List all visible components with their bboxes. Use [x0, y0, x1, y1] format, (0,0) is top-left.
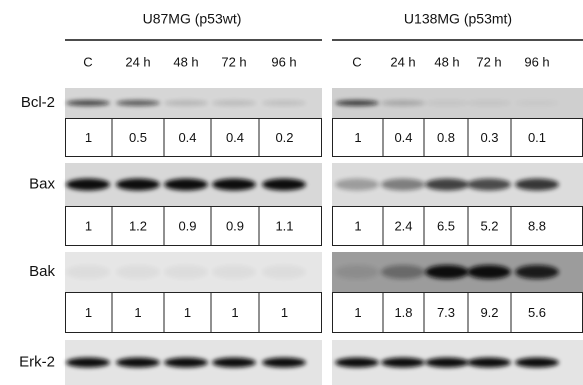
quant-value: 0.8	[437, 130, 455, 145]
quant-value: 1.8	[394, 305, 412, 320]
quant-value: 1	[231, 305, 238, 320]
band	[335, 265, 379, 279]
quant-value: 0.2	[275, 130, 293, 145]
band	[262, 358, 306, 368]
band	[164, 100, 208, 106]
lane-label: 72 h	[221, 54, 246, 69]
quant-value: 1	[85, 218, 92, 233]
band	[467, 179, 511, 191]
lane-label: 48 h	[173, 54, 198, 69]
band	[212, 179, 256, 191]
quant-value: 1	[281, 305, 288, 320]
lane-label: 96 h	[524, 54, 549, 69]
panel-title: U87MG (p53wt)	[143, 11, 242, 27]
band	[164, 179, 208, 191]
band	[467, 100, 511, 106]
band	[116, 179, 160, 191]
band	[262, 100, 306, 106]
quant-value: 6.5	[437, 218, 455, 233]
band	[116, 358, 160, 368]
band	[425, 265, 469, 279]
quant-value: 0.4	[178, 130, 196, 145]
band	[515, 265, 559, 279]
band	[425, 179, 469, 191]
quant-value: 2.4	[394, 218, 412, 233]
row-label: Erk-2	[19, 353, 55, 370]
lane-label: 96 h	[271, 54, 296, 69]
band	[425, 358, 469, 368]
band	[212, 358, 256, 368]
band	[381, 358, 425, 368]
quant-value: 0.4	[226, 130, 244, 145]
band	[262, 265, 306, 279]
lane-label: C	[352, 54, 361, 69]
quant-value: 0.9	[178, 218, 196, 233]
band	[335, 358, 379, 368]
band	[515, 358, 559, 368]
band	[381, 265, 425, 279]
quant-value: 8.8	[528, 218, 546, 233]
band	[212, 100, 256, 106]
band	[66, 100, 110, 106]
lane-label: 24 h	[125, 54, 150, 69]
quant-value: 1	[85, 130, 92, 145]
quant-value: 1.1	[275, 218, 293, 233]
band	[66, 358, 110, 368]
band	[116, 265, 160, 279]
band	[515, 179, 559, 191]
band	[467, 358, 511, 368]
band	[164, 358, 208, 368]
band	[381, 179, 425, 191]
lane-label: 24 h	[390, 54, 415, 69]
quant-value: 1	[354, 305, 361, 320]
quant-value: 1	[354, 218, 361, 233]
band	[335, 100, 379, 106]
quant-value: 0.5	[129, 130, 147, 145]
western-blot-figure: U87MG (p53wt) C 24 h 48 h 72 h 96 h U138MG (p5…	[0, 0, 583, 385]
panel-title: U138MG (p53mt)	[404, 11, 512, 27]
band	[515, 100, 559, 106]
band	[66, 179, 110, 191]
band	[212, 265, 256, 279]
band	[467, 265, 511, 279]
row-label: Bax	[29, 175, 55, 192]
band	[381, 100, 425, 106]
quant-value: 0.3	[480, 130, 498, 145]
quant-value: 0.9	[226, 218, 244, 233]
lane-label: 48 h	[434, 54, 459, 69]
band	[262, 179, 306, 191]
band	[116, 100, 160, 106]
row-label: Bcl-2	[21, 94, 55, 111]
lane-label: 72 h	[476, 54, 501, 69]
quant-value: 1	[134, 305, 141, 320]
quant-value: 1	[354, 130, 361, 145]
quant-value: 0.1	[528, 130, 546, 145]
band	[335, 179, 379, 191]
quant-value: 0.4	[394, 130, 412, 145]
quant-value: 9.2	[480, 305, 498, 320]
band	[425, 100, 469, 106]
quant-value: 7.3	[437, 305, 455, 320]
quant-value: 5.6	[528, 305, 546, 320]
quant-value: 1	[184, 305, 191, 320]
quant-value: 1	[85, 305, 92, 320]
row-label: Bak	[29, 263, 55, 280]
lane-label: C	[83, 54, 92, 69]
band	[164, 265, 208, 279]
band	[66, 265, 110, 279]
quant-value: 5.2	[480, 218, 498, 233]
quant-value: 1.2	[129, 218, 147, 233]
